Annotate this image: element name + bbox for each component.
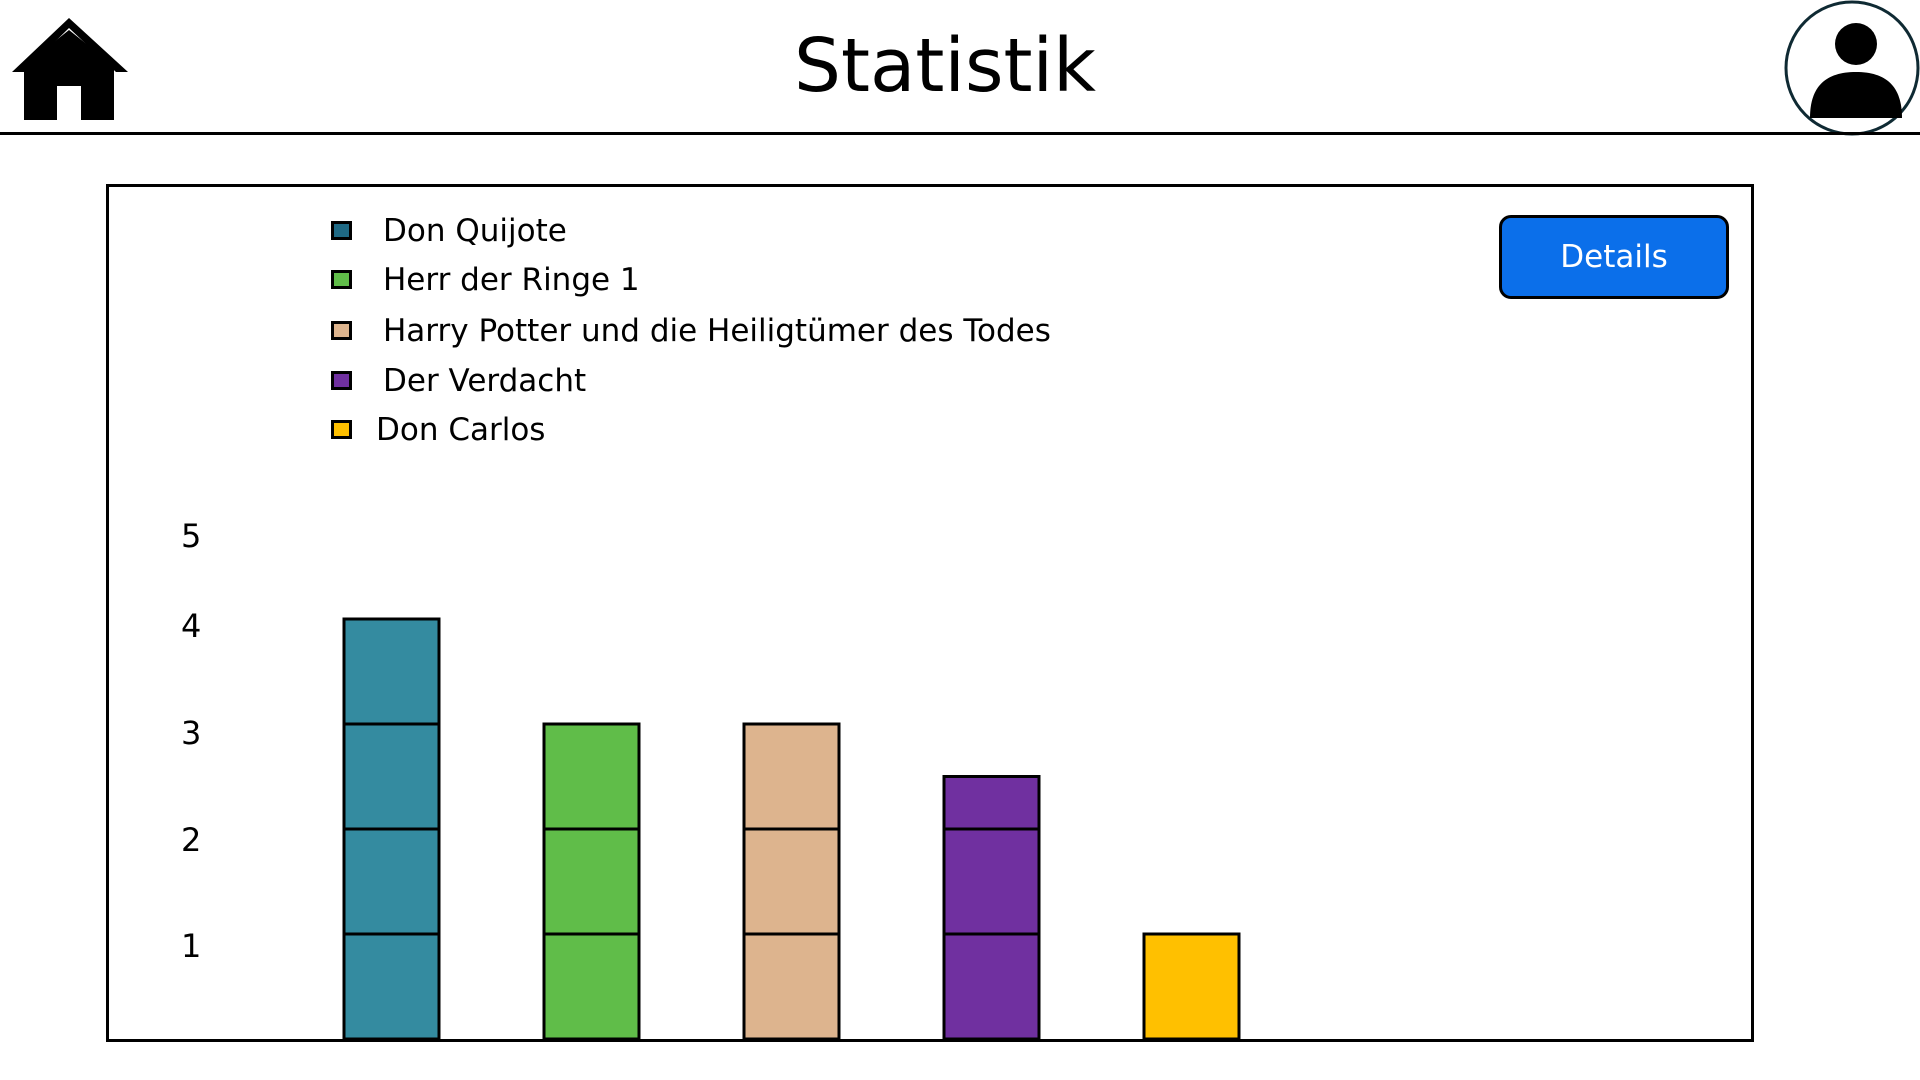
bar-segment	[942, 775, 1041, 831]
bar-segment	[342, 827, 441, 936]
legend-swatch	[331, 420, 352, 439]
y-tick-label: 3	[181, 714, 201, 752]
bar-segment	[342, 617, 441, 726]
bar-segment	[742, 932, 841, 1041]
bar-segment	[342, 932, 441, 1041]
legend-swatch	[331, 270, 352, 289]
header-divider	[0, 132, 1920, 135]
details-button[interactable]: Details	[1499, 215, 1729, 299]
bar-segment	[542, 722, 641, 831]
app-header: Statistik	[0, 0, 1920, 136]
legend-label: Don Quijote	[383, 213, 567, 249]
bar-segment	[942, 827, 1041, 936]
legend-label: Herr der Ringe 1	[383, 262, 640, 298]
bar	[1142, 932, 1241, 1041]
bar-segment	[542, 827, 641, 936]
bar	[742, 722, 841, 1041]
y-tick-label: 2	[181, 821, 201, 859]
bar-segment	[542, 932, 641, 1041]
bar-segment	[1142, 932, 1241, 1041]
bar-segment	[742, 827, 841, 936]
legend-swatch	[331, 371, 352, 390]
legend-swatch	[331, 221, 352, 240]
legend-label: Der Verdacht	[383, 363, 587, 399]
bar-segment	[742, 722, 841, 831]
legend-label: Don Carlos	[376, 412, 546, 448]
home-icon	[12, 18, 128, 120]
legend-swatch	[331, 321, 352, 340]
user-avatar-icon	[1784, 0, 1920, 136]
bar	[342, 617, 441, 1041]
y-tick-label: 4	[181, 607, 201, 645]
bar-segment	[342, 722, 441, 831]
home-button[interactable]	[6, 14, 136, 120]
chart-panel: Don Quijote Herr der Ringe 1 Harry Potter …	[106, 184, 1754, 1042]
bar	[542, 722, 641, 1041]
bar	[942, 775, 1041, 1041]
legend-label: Harry Potter und die Heiligtümer des Tod…	[383, 313, 1051, 349]
y-tick-label: 1	[181, 927, 201, 965]
y-tick-label: 5	[181, 517, 201, 555]
page-title: Statistik	[794, 23, 1096, 109]
bar-chart: 1 2 3 4 5	[181, 517, 1241, 1041]
bar-segment	[942, 932, 1041, 1041]
profile-button[interactable]	[1784, 0, 1920, 136]
